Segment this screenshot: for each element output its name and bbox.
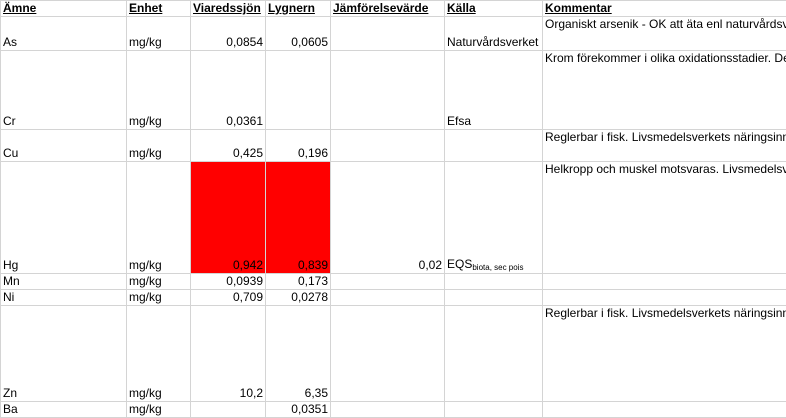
header-amne[interactable]: Ämne <box>1 1 127 17</box>
header-kalla[interactable]: Källa <box>445 1 543 17</box>
cell-lygnern[interactable]: 0,0278 <box>266 290 331 306</box>
header-jamforelsevarde[interactable]: Jämförelsevärde <box>331 1 445 17</box>
cell-enhet[interactable]: mg/kg <box>127 402 191 418</box>
cell-kalla[interactable]: Naturvårdsverket <box>445 17 543 51</box>
cell-viaredssjon[interactable]: 0,709 <box>191 290 266 306</box>
cell-lygnern[interactable]: 0,173 <box>266 274 331 290</box>
table-row-ni: Ni mg/kg 0,709 0,0278 <box>1 290 786 306</box>
cell-lygnern[interactable]: 0,0351 <box>266 402 331 418</box>
cell-enhet[interactable]: mg/kg <box>127 17 191 51</box>
table-row-mn: Mn mg/kg 0,0939 0,173 <box>1 274 786 290</box>
table-row-ba: Ba mg/kg 0,0351 <box>1 402 786 418</box>
cell-jamforelsevarde[interactable] <box>331 51 445 130</box>
cell-enhet[interactable]: mg/kg <box>127 290 191 306</box>
cell-kalla[interactable] <box>445 274 543 290</box>
cell-viaredssjon[interactable]: 0,0854 <box>191 17 266 51</box>
table-row-cu: Cu mg/kg 0,425 0,196 Reglerbar i fisk. L… <box>1 130 786 162</box>
cell-enhet[interactable]: mg/kg <box>127 130 191 162</box>
cell-kommentar[interactable]: Organiskt arsenik - OK att äta enl natur… <box>543 17 786 51</box>
cell-amne[interactable]: Ba <box>1 402 127 418</box>
cell-kommentar[interactable] <box>543 402 786 418</box>
cell-jamforelsevarde[interactable] <box>331 402 445 418</box>
cell-kalla[interactable] <box>445 402 543 418</box>
header-viaredssjon[interactable]: Viaredssjön <box>191 1 266 17</box>
table-row-hg: Hg mg/kg 0,942 0,839 0,02 EQSbiota, sec … <box>1 162 786 274</box>
header-enhet[interactable]: Enhet <box>127 1 191 17</box>
cell-kommentar[interactable] <box>543 290 786 306</box>
cell-viaredssjon[interactable]: 0,0939 <box>191 274 266 290</box>
cell-kalla[interactable] <box>445 130 543 162</box>
cell-kommentar[interactable]: Krom förekommer i olika oxidationsstadie… <box>543 51 786 130</box>
cell-kalla[interactable] <box>445 290 543 306</box>
cell-amne[interactable]: Cu <box>1 130 127 162</box>
cell-amne[interactable]: Hg <box>1 162 127 274</box>
cell-kommentar[interactable] <box>543 274 786 290</box>
cell-enhet[interactable]: mg/kg <box>127 51 191 130</box>
cell-viaredssjon[interactable]: 0,425 <box>191 130 266 162</box>
cell-enhet[interactable]: mg/kg <box>127 162 191 274</box>
cell-kommentar[interactable]: Helkropp och muskel motsvaras. Livsmedel… <box>543 162 786 274</box>
cell-lygnern-highlighted[interactable]: 0,839 <box>266 162 331 274</box>
cell-viaredssjon[interactable] <box>191 402 266 418</box>
table-row-as: As mg/kg 0,0854 0,0605 Naturvårdsverket … <box>1 17 786 51</box>
cell-viaredssjon-highlighted[interactable]: 0,942 <box>191 162 266 274</box>
cell-lygnern[interactable]: 6,35 <box>266 306 331 402</box>
table-row-cr: Cr mg/kg 0,0361 Efsa Krom förekommer i o… <box>1 51 786 130</box>
cell-enhet[interactable]: mg/kg <box>127 274 191 290</box>
cell-kommentar[interactable]: Reglerbar i fisk. Livsmedelsverkets näri… <box>543 130 786 162</box>
cell-viaredssjon[interactable]: 0,0361 <box>191 51 266 130</box>
cell-amne[interactable]: Zn <box>1 306 127 402</box>
cell-kalla[interactable]: EQSbiota, sec pois <box>445 162 543 274</box>
header-kommentar[interactable]: Kommentar <box>543 1 786 17</box>
cell-lygnern[interactable]: 0,0605 <box>266 17 331 51</box>
cell-jamforelsevarde[interactable] <box>331 130 445 162</box>
cell-kalla[interactable]: Efsa <box>445 51 543 130</box>
cell-amne[interactable]: Ni <box>1 290 127 306</box>
cell-amne[interactable]: Cr <box>1 51 127 130</box>
cell-jamforelsevarde[interactable] <box>331 306 445 402</box>
cell-jamforelsevarde[interactable]: 0,02 <box>331 162 445 274</box>
cell-amne[interactable]: As <box>1 17 127 51</box>
cell-enhet[interactable]: mg/kg <box>127 306 191 402</box>
cell-lygnern[interactable]: 0,196 <box>266 130 331 162</box>
header-lygnern[interactable]: Lygnern <box>266 1 331 17</box>
kalla-main-text: EQS <box>447 257 472 271</box>
cell-amne[interactable]: Mn <box>1 274 127 290</box>
table-row-zn: Zn mg/kg 10,2 6,35 Reglerbar i fisk. Liv… <box>1 306 786 402</box>
cell-kalla[interactable] <box>445 306 543 402</box>
cell-lygnern[interactable] <box>266 51 331 130</box>
cell-jamforelsevarde[interactable] <box>331 274 445 290</box>
cell-jamforelsevarde[interactable] <box>331 290 445 306</box>
kalla-subscript: biota, sec pois <box>472 263 523 272</box>
header-row: Ämne Enhet Viaredssjön Lygnern Jämförels… <box>1 1 786 17</box>
cell-viaredssjon[interactable]: 10,2 <box>191 306 266 402</box>
cell-jamforelsevarde[interactable] <box>331 17 445 51</box>
cell-kommentar[interactable]: Reglerbar i fisk. Livsmedelsverkets näri… <box>543 306 786 402</box>
